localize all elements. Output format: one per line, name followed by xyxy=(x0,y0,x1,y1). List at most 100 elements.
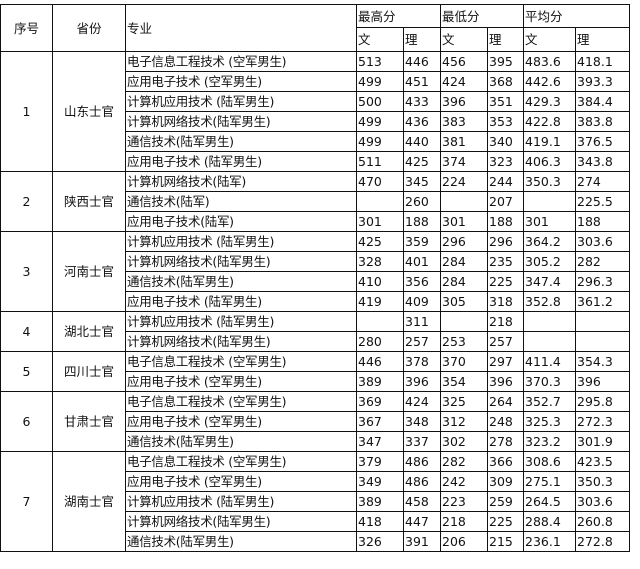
score-cell-min-l: 225 xyxy=(487,271,524,292)
major-cell: 电子信息工程技术 (空军男生) xyxy=(125,391,357,412)
score-cell-min-l: 323 xyxy=(487,151,524,172)
score-cell-max-l: 447 xyxy=(403,511,441,532)
major-cell: 通信技术(陆军男生) xyxy=(125,431,357,452)
major-cell: 通信技术(陆军男生) xyxy=(125,131,357,152)
major-cell: 计算机应用技术 (陆军男生) xyxy=(125,311,357,332)
major-cell: 通信技术(陆军) xyxy=(125,191,357,212)
score-cell-min-l: 257 xyxy=(487,331,524,352)
table-row: 计算机网络技术(陆军男生) 418 447 218 225 288.4 260.8 xyxy=(1,511,630,532)
score-cell-max-l: 486 xyxy=(403,451,441,472)
table-row: 4 湖北士官 计算机应用技术 (陆军男生) 311 218 xyxy=(0,311,630,352)
score-cell-avg-l: 343.8 xyxy=(575,151,630,172)
score-cell-min-l: 318 xyxy=(487,291,524,312)
province-cell: 甘肃士官 xyxy=(52,391,126,452)
score-cell-max-w: 326 xyxy=(356,531,404,552)
score-cell-avg-l: 396 xyxy=(575,371,630,392)
score-cell-avg-l xyxy=(575,311,630,332)
header-index: 序号 xyxy=(0,4,53,52)
score-cell-min-w xyxy=(440,191,488,212)
score-cell-avg-l: 303.6 xyxy=(575,491,630,512)
major-cell: 应用电子技术 (空军男生) xyxy=(125,411,357,432)
score-cell-min-l: 235 xyxy=(487,251,524,272)
table-row: 计算机网络技术(陆军男生) 499 436 383 353 422.8 383.8 xyxy=(1,111,630,132)
score-cell-max-l: 337 xyxy=(403,431,441,452)
table-row: 1 山东士官 电子信息工程技术 (空军男生) 513 446 456 395 483.6 418… xyxy=(0,51,630,172)
score-cell-avg-w: 442.6 xyxy=(523,71,576,92)
score-cell-max-w: 328 xyxy=(356,251,404,272)
score-cell-max-l: 188 xyxy=(403,211,441,232)
header-province: 省份 xyxy=(52,4,126,52)
table-row: 计算机网络技术(陆军男生) 328 401 284 235 305.2 282 xyxy=(1,251,630,272)
score-cell-min-w xyxy=(440,311,488,332)
score-cell-max-w: 379 xyxy=(356,451,404,472)
index-cell: 7 xyxy=(0,451,53,552)
score-cell-max-w: 419 xyxy=(356,291,404,312)
table-row: 应用电子技术 (陆军男生) 511 425 374 323 406.3 343.8 xyxy=(1,151,630,172)
score-cell-min-w: 301 xyxy=(440,211,488,232)
score-cell-avg-w: 275.1 xyxy=(523,471,576,492)
score-cell-avg-w: 305.2 xyxy=(523,251,576,272)
score-cell-max-l: 391 xyxy=(403,531,441,552)
province-cell: 湖北士官 xyxy=(52,311,126,352)
score-cell-max-w: 470 xyxy=(356,171,404,192)
header-row: 序号 省份 专业 最高分 最低分 平均分 xyxy=(0,4,630,52)
index-cell: 3 xyxy=(0,231,53,312)
score-cell-min-l: 225 xyxy=(487,511,524,532)
score-cell-max-w: 347 xyxy=(356,431,404,452)
header-avg-science: 理 xyxy=(575,27,630,52)
score-cell-avg-l: 393.3 xyxy=(575,71,630,92)
score-cell-min-w: 206 xyxy=(440,531,488,552)
score-cell-max-w: 389 xyxy=(356,491,404,512)
score-cell-max-l: 359 xyxy=(403,231,441,252)
score-cell-avg-l: 301.9 xyxy=(575,431,630,452)
score-cell-min-w: 284 xyxy=(440,251,488,272)
score-cell-min-w: 296 xyxy=(440,231,488,252)
header-avg-arts: 文 xyxy=(523,27,576,52)
header-major: 专业 xyxy=(125,4,357,52)
header-avg: 平均分 xyxy=(523,4,630,28)
header-min: 最低分 xyxy=(440,4,524,28)
score-cell-max-l: 458 xyxy=(403,491,441,512)
score-cell-max-w: 500 xyxy=(356,91,404,112)
index-cell: 2 xyxy=(0,171,53,232)
score-cell-min-l: 395 xyxy=(487,51,524,72)
score-cell-min-w: 381 xyxy=(440,131,488,152)
score-cell-avg-l: 354.3 xyxy=(575,351,630,372)
score-cell-max-l: 433 xyxy=(403,91,441,112)
score-cell-avg-l: 423.5 xyxy=(575,451,630,472)
table-row: 5 四川士官 电子信息工程技术 (空军男生) 446 378 370 297 411.4 354… xyxy=(0,351,630,392)
score-cell-max-l: 348 xyxy=(403,411,441,432)
province-cell: 四川士官 xyxy=(52,351,126,392)
score-cell-min-l: 340 xyxy=(487,131,524,152)
score-cell-min-w: 396 xyxy=(440,91,488,112)
score-cell-avg-w xyxy=(523,331,576,352)
score-cell-avg-l: 418.1 xyxy=(575,51,630,72)
score-cell-min-w: 242 xyxy=(440,471,488,492)
major-cell: 计算机应用技术 (陆军男生) xyxy=(125,491,357,512)
score-cell-avg-l: 282 xyxy=(575,251,630,272)
index-cell: 4 xyxy=(0,311,53,352)
score-cell-avg-w: 429.3 xyxy=(523,91,576,112)
score-cell-max-w: 369 xyxy=(356,391,404,412)
major-cell: 电子信息工程技术 (空军男生) xyxy=(125,351,357,372)
score-cell-min-l: 368 xyxy=(487,71,524,92)
score-cell-avg-w: 350.3 xyxy=(523,171,576,192)
table-row: 通信技术(陆军男生) 499 440 381 340 419.1 376.5 xyxy=(1,131,630,152)
score-cell-avg-l: 295.8 xyxy=(575,391,630,412)
major-cell: 应用电子技术 (空军男生) xyxy=(125,71,357,92)
score-cell-avg-l: 296.3 xyxy=(575,271,630,292)
score-cell-min-l: 296 xyxy=(487,231,524,252)
score-cell-min-l: 278 xyxy=(487,431,524,452)
score-cell-min-w: 302 xyxy=(440,431,488,452)
score-cell-min-w: 370 xyxy=(440,351,488,372)
score-cell-min-w: 282 xyxy=(440,451,488,472)
major-cell: 电子信息工程技术 (空军男生) xyxy=(125,451,357,472)
major-cell: 计算机网络技术(陆军男生) xyxy=(125,111,357,132)
score-cell-max-l: 345 xyxy=(403,171,441,192)
major-cell: 计算机网络技术(陆军) xyxy=(125,171,357,192)
score-cell-avg-l: 188 xyxy=(575,211,630,232)
major-cell: 计算机应用技术 (陆军男生) xyxy=(125,91,357,112)
major-cell: 计算机网络技术(陆军男生) xyxy=(125,511,357,532)
score-cell-min-l: 264 xyxy=(487,391,524,412)
score-cell-max-w: 301 xyxy=(356,211,404,232)
